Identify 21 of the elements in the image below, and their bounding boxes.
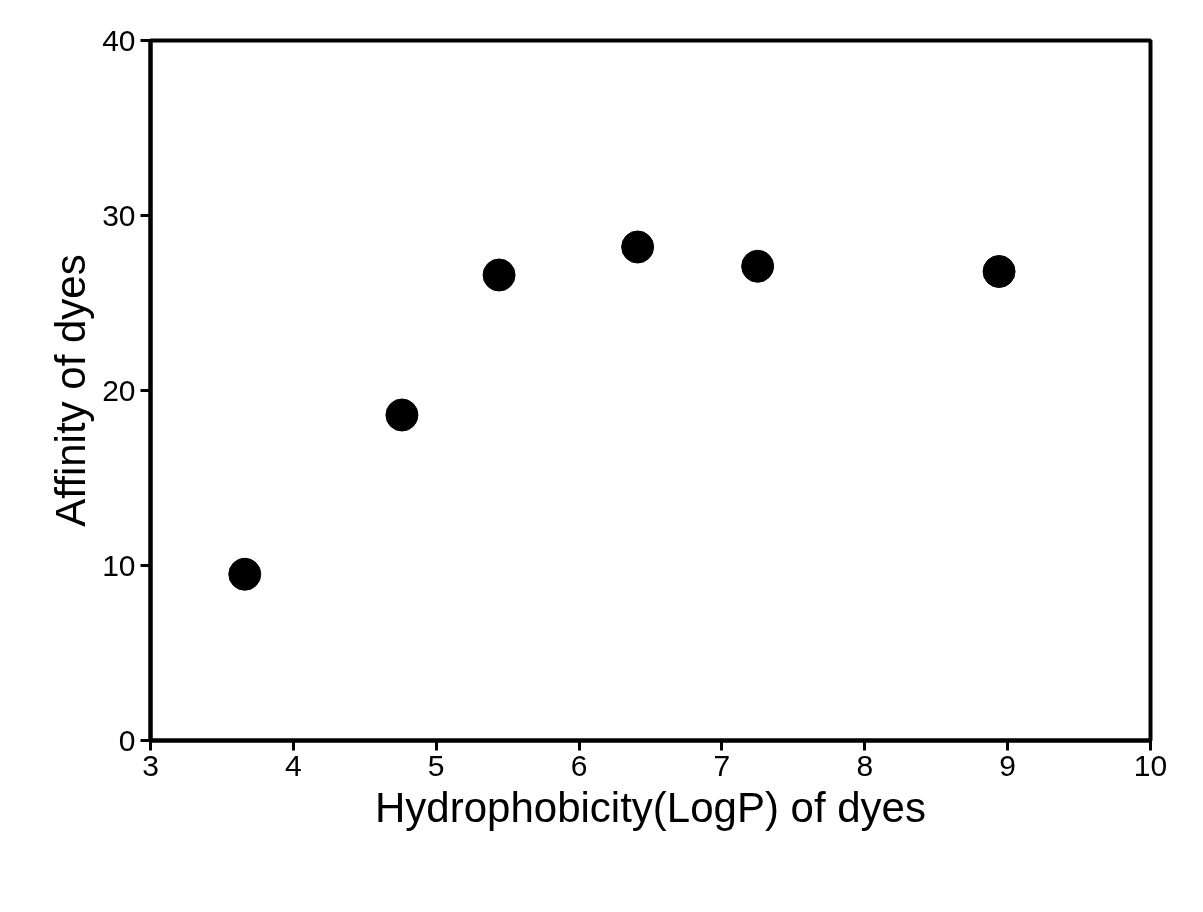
x-tick-label: 10: [1133, 748, 1168, 782]
x-tick-label: 6: [570, 748, 588, 782]
y-axis-title: Affinity of dyes: [47, 254, 95, 527]
x-axis-title: Hydrophobicity(LogP) of dyes: [375, 783, 926, 831]
x-tick-label: 5: [427, 748, 445, 782]
x-tick-label: 4: [285, 748, 302, 782]
point: [621, 230, 655, 264]
x-tick-label: 7: [713, 748, 731, 782]
point: [228, 557, 262, 591]
x-tick-label: 9: [999, 748, 1016, 782]
point: [385, 398, 419, 432]
y-tick-label: 10: [102, 548, 136, 582]
y-tick-label: 20: [102, 373, 136, 407]
y-tick-label: 30: [102, 198, 136, 232]
point: [482, 258, 516, 292]
point: [982, 255, 1016, 288]
point: [741, 249, 775, 283]
y-tick-label: 40: [102, 23, 136, 57]
x-tick-label: 8: [856, 748, 874, 782]
x-tick-label: 3: [142, 748, 159, 782]
y-tick-label: 0: [118, 723, 136, 757]
